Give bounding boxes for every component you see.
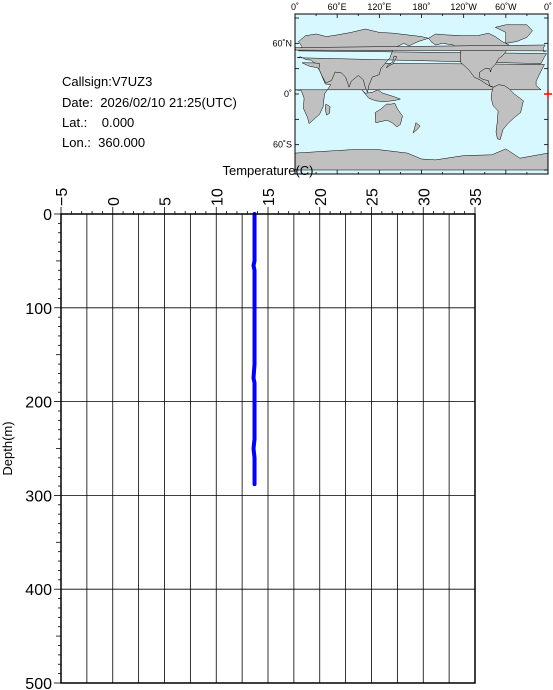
x-tick-label: 35 (468, 188, 485, 206)
location-map: 0˚ 60˚E 120˚E 180˚ 120˚W 60˚W 0˚ 60˚N 0˚ 60˚S (272, 2, 552, 175)
map-lon-label: 180˚ (412, 2, 430, 12)
temperature-profile-line-0 (251, 212, 257, 487)
map-lon-label: 0˚ (544, 2, 552, 12)
x-tick-label: 25 (365, 188, 382, 206)
x-tick-label: 15 (261, 188, 278, 206)
y-tick-label: 200 (25, 395, 52, 412)
x-tick-label: 5 (158, 197, 175, 206)
map-land-eurasia (297, 28, 548, 94)
map-land-south-america (490, 84, 524, 140)
longitude-label: Lon.: 360.000 (62, 135, 146, 150)
map-lat-label: 60˚S (273, 140, 292, 150)
map-lon-label: 0˚ (291, 2, 299, 12)
date-label: Date: 2026/02/10 21:25(UTC) (62, 95, 237, 110)
y-tick-label: 0 (43, 207, 52, 224)
y-tick-label: 300 (25, 488, 52, 505)
map-land-madagascar (324, 103, 331, 116)
plot-frame (60, 213, 476, 684)
y-tick-label: 100 (25, 301, 52, 318)
map-land-greenland (494, 24, 533, 44)
y-axis-title: Depth(m) (0, 421, 15, 475)
x-axis-title: Temperature(C) (222, 163, 313, 178)
x-tick-label: −5 (54, 188, 71, 206)
latitude-label: Lat.: 0.000 (62, 115, 135, 130)
map-lat-label: 0˚ (284, 89, 292, 99)
x-tick-label: 30 (416, 188, 433, 206)
map-land-indonesia (361, 89, 402, 102)
x-tick-label: 20 (313, 188, 330, 206)
map-lon-label: 60˚W (495, 2, 517, 12)
map-land-japan (386, 55, 398, 69)
y-tick-label: 500 (25, 676, 52, 690)
map-lon-label: 60˚E (328, 2, 347, 12)
map-land-africa (294, 62, 545, 125)
map-lon-label: 120˚E (367, 2, 391, 12)
y-tick-label: 400 (25, 582, 52, 599)
callsign-label: Callsign:V7UZ3 (62, 74, 153, 89)
x-tick-label: 10 (209, 188, 226, 206)
map-lon-label: 120˚W (450, 2, 477, 12)
x-tick-label: 0 (106, 197, 123, 206)
map-land-new-zealand (412, 122, 421, 134)
map-lat-label: 60˚N (272, 38, 292, 48)
map-land-australia (374, 103, 403, 128)
